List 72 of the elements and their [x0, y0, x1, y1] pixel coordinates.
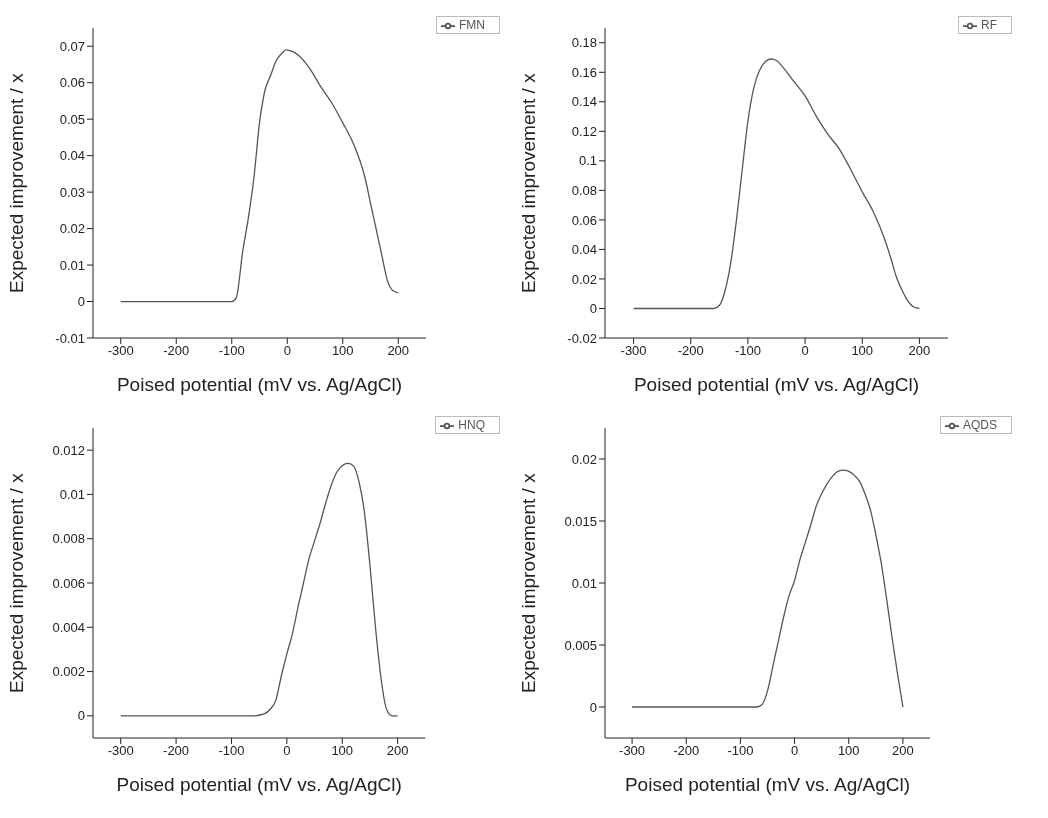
line-series: [631, 469, 904, 708]
y-tick-label: 0.08: [571, 183, 597, 198]
x-axis-title: Poised potential (mV vs. Ag/AgCl): [633, 374, 920, 396]
x-tick-label: 0: [801, 343, 809, 359]
y-tick-label: 0.07: [59, 38, 85, 54]
y-tick-label: -0.02: [567, 330, 597, 346]
y-tick-label: 0.01: [59, 257, 85, 273]
y-tick-label: 0.16: [571, 64, 597, 80]
legend-label: AQDS: [962, 418, 997, 432]
y-tick-label: 0.01: [59, 487, 85, 503]
x-tick-label: 100: [837, 743, 860, 759]
y-tick-label: 0.002: [52, 664, 85, 680]
x-tick-label: -200: [673, 743, 700, 759]
x-tick-label: -200: [163, 743, 190, 759]
x-tick-label: -100: [734, 343, 761, 359]
x-axis-title: Poised potential (mV vs. Ag/AgCl): [116, 374, 403, 396]
y-tick-label: 0: [589, 301, 597, 317]
y-tick-label: 0.12: [571, 123, 597, 139]
x-tick-label: 200: [386, 743, 409, 759]
y-tick-label: 0.18: [571, 35, 597, 51]
y-tick-label: 0.02: [59, 221, 85, 237]
y-tick-label: 0: [77, 708, 85, 724]
y-tick-label: 0.14: [571, 94, 597, 110]
x-axis-title: Poised potential (mV vs. Ag/AgCl): [116, 774, 402, 796]
y-tick-label: 0: [589, 699, 597, 715]
x-axis-title: Poised potential (mV vs. Ag/AgCl): [624, 774, 911, 796]
x-tick-label: 200: [892, 743, 914, 759]
x-tick-label: 100: [851, 343, 874, 359]
x-tick-label: -200: [163, 343, 190, 359]
y-tick-label: 0.06: [571, 212, 597, 228]
y-tick-label: 0.06: [59, 75, 85, 91]
x-tick-label: 0: [283, 343, 291, 359]
line-series: [120, 49, 399, 303]
y-tick-label: 0.02: [571, 451, 597, 467]
y-tick-label: 0.01: [571, 575, 597, 591]
legend-label: FMN: [459, 18, 485, 32]
x-tick-label: -100: [727, 743, 754, 759]
x-tick-label: -100: [218, 343, 245, 359]
y-tick-label: 0.04: [59, 148, 85, 164]
x-tick-label: 0: [283, 743, 291, 759]
x-tick-label: -200: [677, 343, 704, 359]
x-tick-label: 100: [331, 743, 354, 759]
x-tick-label: 100: [331, 343, 354, 359]
y-axis-title: Expected improvement / x: [517, 72, 539, 293]
y-tick-label: 0.04: [571, 242, 597, 258]
y-tick-label: 0.02: [571, 271, 597, 287]
legend-label: HNQ: [458, 418, 485, 432]
line-series: [120, 462, 399, 717]
legend-label: RF: [981, 18, 997, 32]
y-tick-label: 0.03: [59, 184, 85, 200]
y-tick-label: 0.006: [52, 575, 85, 591]
y-tick-label: 0.012: [52, 442, 85, 458]
x-tick-label: 200: [387, 343, 410, 359]
line-series: [632, 58, 921, 310]
x-tick-label: -300: [107, 343, 134, 359]
y-tick-label: 0.004: [52, 619, 85, 635]
x-tick-label: -300: [619, 743, 646, 759]
y-tick-label: 0.1: [578, 153, 597, 169]
x-tick-label: -300: [107, 743, 134, 759]
x-tick-label: -100: [218, 743, 245, 759]
y-tick-label: 0.05: [59, 111, 85, 127]
y-axis-title: Expected improvement / x: [517, 472, 539, 693]
x-tick-label: -300: [620, 343, 647, 359]
y-tick-label: 0.015: [564, 513, 597, 529]
y-tick-label: -0.01: [55, 330, 85, 346]
x-tick-label: 200: [908, 343, 931, 359]
y-tick-label: 0.008: [52, 531, 85, 547]
y-axis-title: Expected improvement / x: [5, 472, 27, 693]
x-tick-label: 0: [790, 743, 799, 759]
y-tick-label: 0: [77, 294, 85, 310]
y-axis-title: Expected improvement / x: [5, 72, 27, 293]
y-tick-label: 0.005: [564, 637, 597, 653]
